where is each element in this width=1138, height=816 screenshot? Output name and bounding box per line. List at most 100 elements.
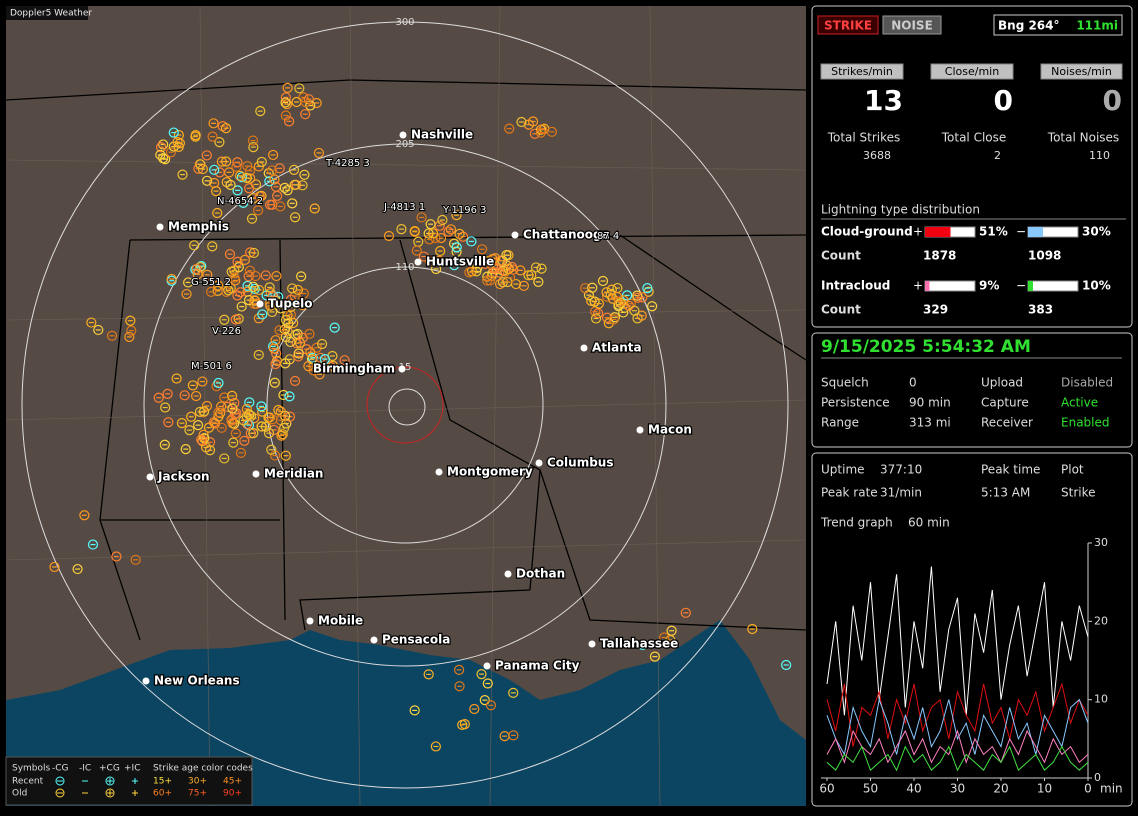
strike-marker	[301, 344, 312, 355]
strike-marker	[280, 450, 291, 461]
strike-marker	[485, 700, 497, 711]
strike-marker	[173, 129, 184, 141]
strike-marker	[249, 283, 260, 295]
city-label: Mobile	[318, 614, 363, 628]
strike-marker	[526, 269, 537, 281]
strike-marker	[246, 213, 258, 224]
strike-marker	[637, 639, 648, 650]
sensor-label: Y-1196 3	[442, 205, 487, 216]
strike-marker	[219, 314, 230, 325]
strike-marker	[267, 414, 278, 425]
strike-marker	[451, 210, 462, 221]
strike-marker	[162, 388, 173, 399]
strike-marker	[242, 280, 253, 291]
strike-marker	[437, 214, 448, 226]
pct-bar	[925, 281, 930, 291]
strike-marker	[449, 260, 460, 271]
strike-marker	[242, 160, 253, 172]
strike-marker	[280, 314, 292, 326]
pct-bar-track	[1027, 280, 1079, 292]
strike-marker	[248, 142, 259, 153]
status-panel	[811, 5, 1133, 328]
legend-label: Strike age color codes	[153, 764, 253, 774]
strike-marker	[476, 244, 488, 255]
setting: Receiver	[981, 416, 1033, 430]
pct-bar-track	[924, 280, 976, 292]
strike-marker	[190, 131, 201, 142]
strike-marker	[275, 201, 286, 212]
strike-marker	[424, 234, 435, 245]
strike-marker	[241, 172, 253, 184]
rate-label: Close/min	[945, 65, 999, 78]
city-label: Atlanta	[592, 341, 642, 355]
city-dot	[588, 640, 596, 648]
strike-marker	[289, 179, 300, 190]
noise-button[interactable]	[882, 15, 942, 35]
strike-marker	[244, 409, 255, 420]
strike-marker	[184, 425, 195, 436]
strike-marker	[257, 406, 268, 417]
strike-marker	[580, 283, 591, 294]
strike-marker	[272, 190, 283, 201]
strike-marker	[155, 149, 166, 160]
strike-marker	[423, 669, 434, 680]
strike-marker	[187, 380, 198, 391]
strike-marker	[206, 286, 217, 297]
strike-marker	[255, 106, 266, 117]
strike-marker	[464, 267, 475, 278]
legend-symbol	[55, 788, 65, 798]
range-rings: 30020511015	[21, 17, 789, 789]
strike-marker	[256, 156, 267, 168]
sign: +	[913, 279, 923, 293]
strike-marker	[636, 310, 647, 321]
strike-button[interactable]	[817, 15, 879, 35]
trend-clip	[826, 566, 1089, 716]
stat: Uptime	[821, 463, 865, 477]
strike-marker	[781, 659, 792, 671]
strike-marker	[482, 678, 493, 689]
map: 30020511015 NashvilleMemphisChattanoogaH…	[6, 6, 806, 806]
strike-marker	[211, 381, 222, 392]
legend-row-label: Recent	[12, 777, 44, 787]
strike-marker	[282, 185, 293, 196]
trend-clip	[826, 745, 1089, 772]
strike-marker	[466, 236, 477, 247]
strike-marker	[476, 668, 487, 680]
ring-label: 300	[395, 17, 414, 28]
city-dot	[252, 470, 260, 478]
strike-marker	[680, 607, 691, 618]
strike-marker	[264, 282, 275, 293]
total-label: Total Noises	[1047, 131, 1119, 145]
sensor-label: T-4285 3	[325, 158, 370, 169]
strike-marker	[49, 561, 60, 573]
strike-marker	[106, 330, 118, 341]
city-label: Columbus	[547, 456, 614, 470]
city-dot	[504, 570, 512, 578]
x-unit: min	[1100, 782, 1123, 796]
total-label: Total Strikes	[827, 131, 901, 145]
strike-marker	[158, 139, 169, 150]
strike-marker	[227, 403, 238, 414]
strike-marker	[287, 283, 298, 294]
strike-marker	[230, 428, 241, 439]
strike-marker	[248, 281, 259, 292]
pct-label: 51%	[979, 225, 1008, 239]
legend-box	[5, 756, 253, 806]
strike-marker	[256, 401, 267, 412]
strike-marker	[229, 397, 240, 409]
strike-marker	[202, 269, 213, 280]
strike-marker	[165, 147, 177, 158]
strike-marker	[269, 174, 280, 185]
strike-marker	[587, 282, 598, 293]
strike-marker	[297, 332, 308, 343]
strike-marker	[593, 298, 605, 309]
strike-marker	[282, 82, 293, 94]
sign: −	[1016, 279, 1026, 293]
strike-marker	[225, 179, 236, 191]
range-ring	[266, 266, 544, 544]
city-dot	[511, 231, 519, 239]
strike-marker	[309, 203, 320, 214]
strike-marker	[618, 295, 629, 306]
strike-marker	[411, 245, 422, 256]
